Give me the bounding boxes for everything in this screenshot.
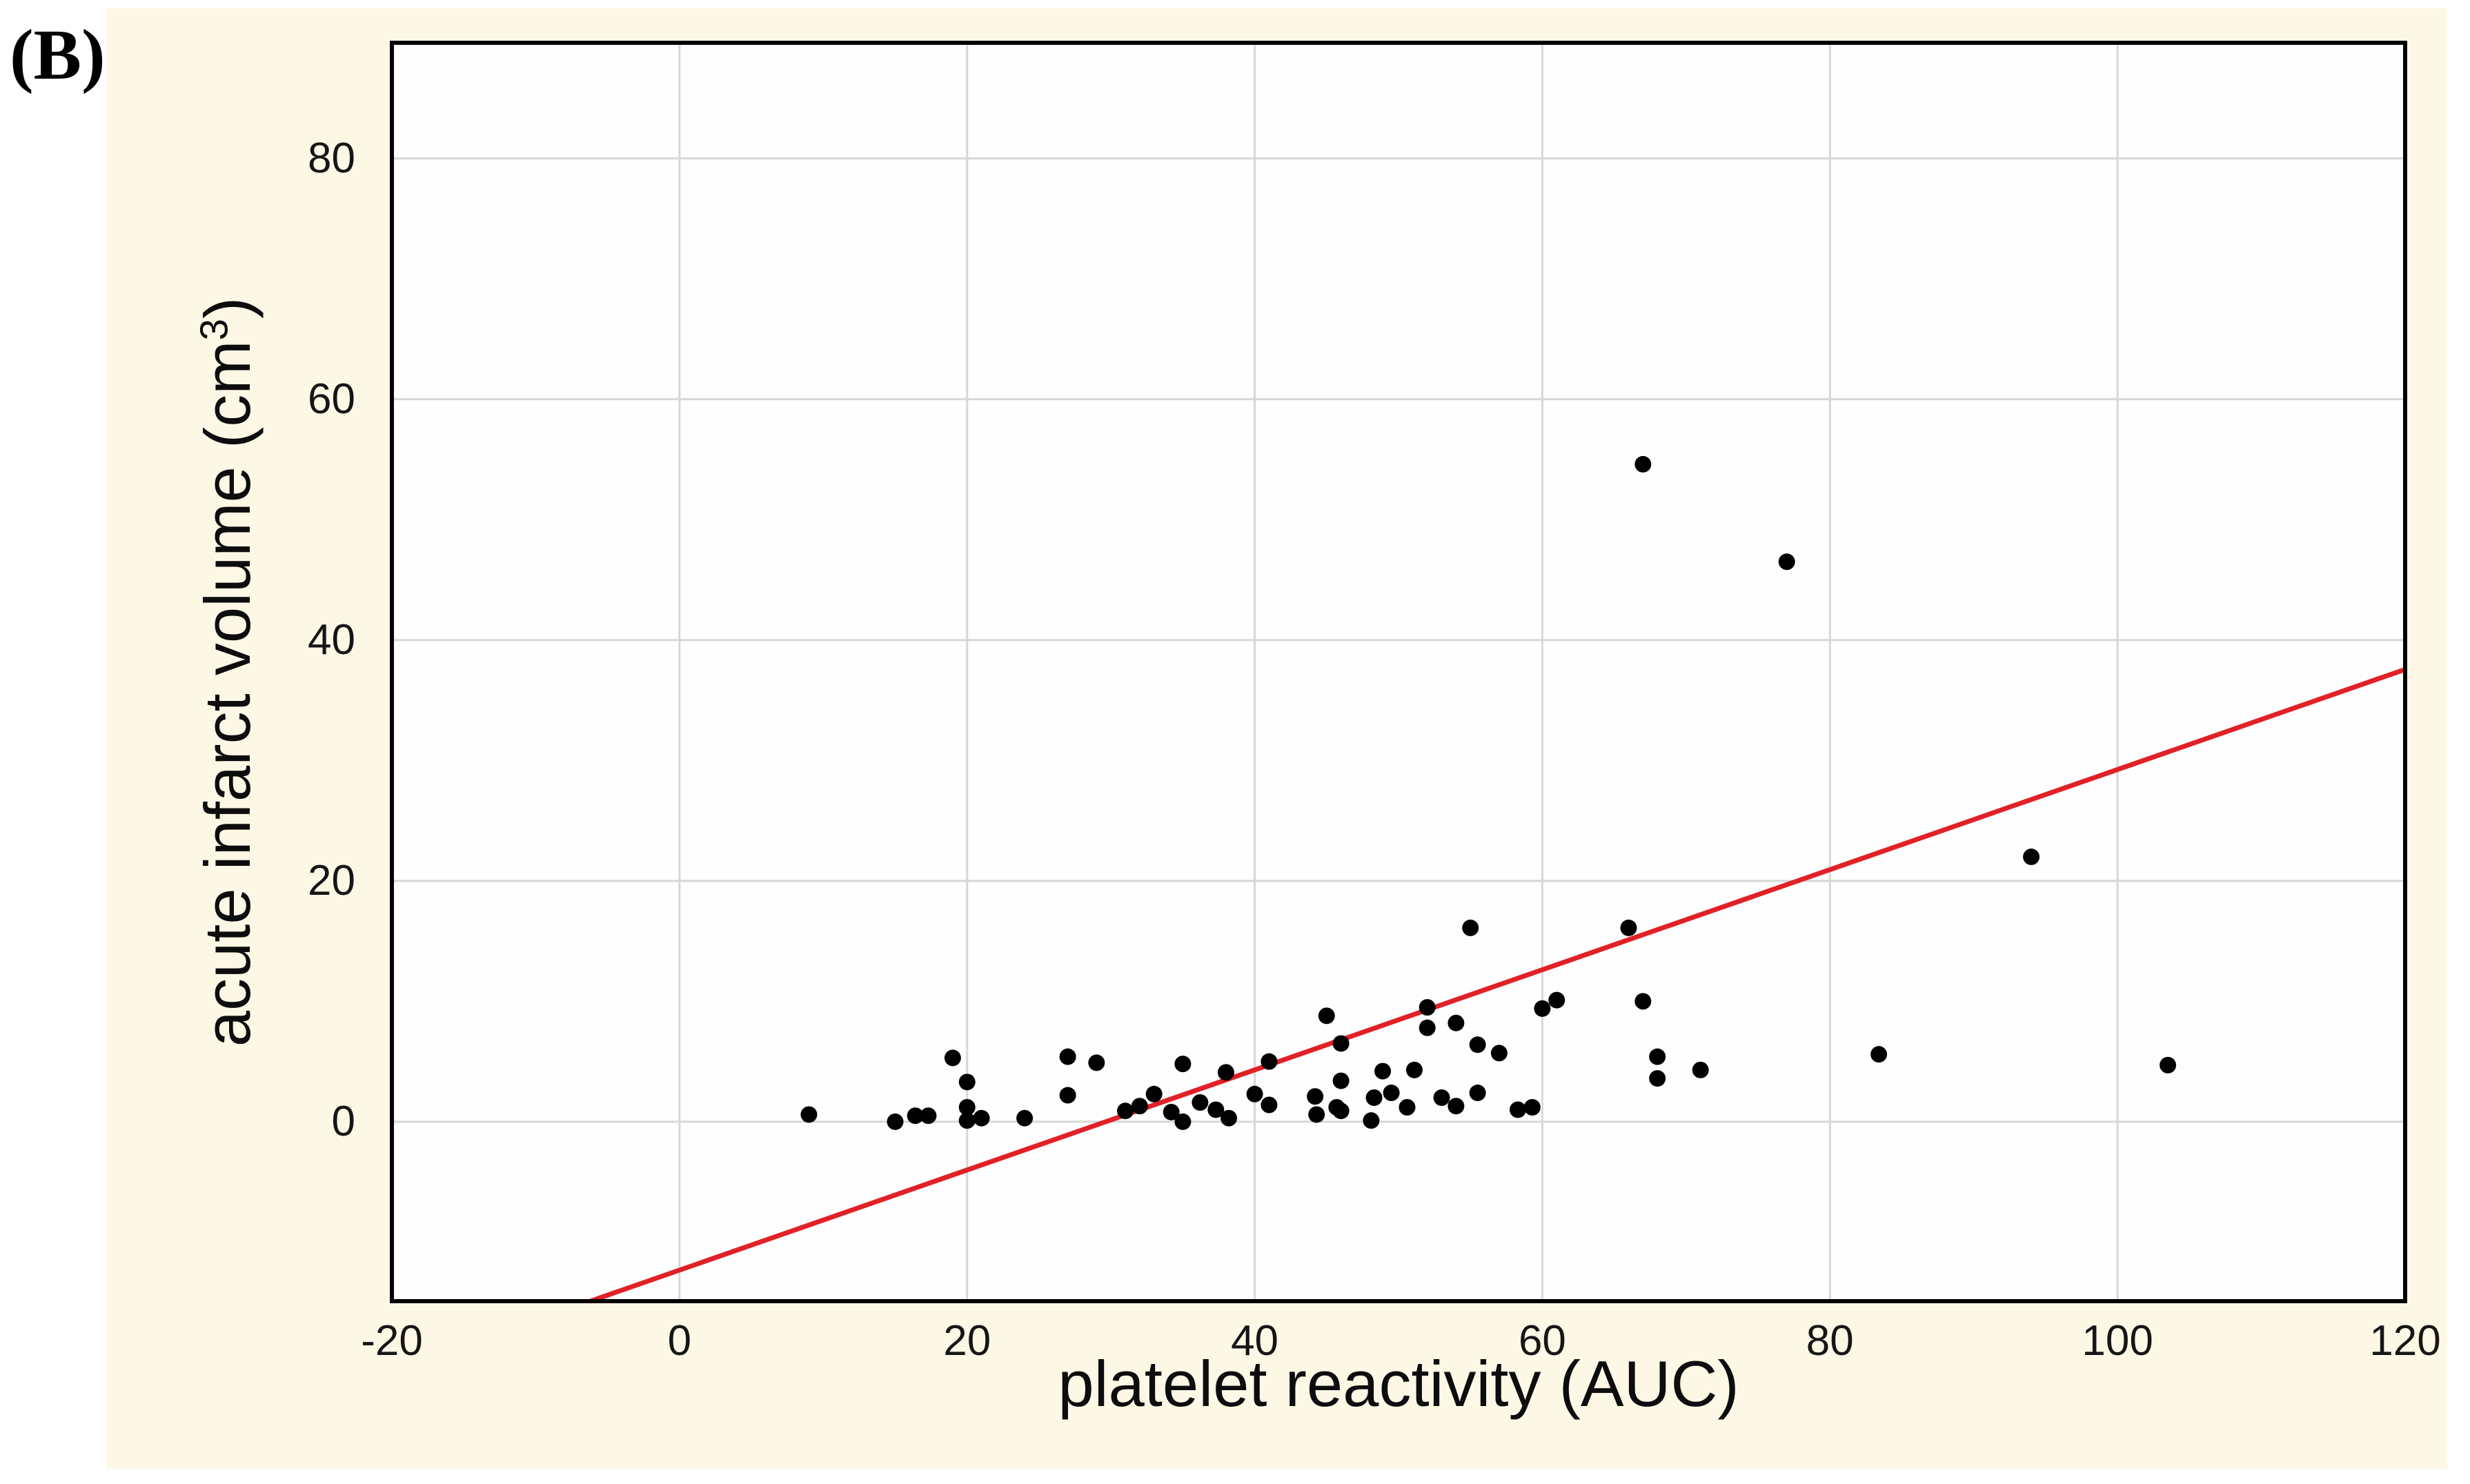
y-tick-label: 0 (331, 1097, 355, 1145)
scatter-point (1192, 1094, 1209, 1111)
figure-label: (B) (10, 15, 106, 95)
y-axis-title-suffix: ) (191, 297, 264, 319)
scatter-point (907, 1107, 924, 1125)
y-axis-title-text: acute infarct volume (cm (191, 340, 264, 1047)
x-tick-label: 0 (667, 1317, 692, 1365)
x-tick-label: 120 (2369, 1317, 2441, 1365)
scatter-point (887, 1113, 904, 1130)
scatter-point (1399, 1098, 1416, 1116)
scatter-point (1448, 1014, 1465, 1031)
scatter-point (1523, 1098, 1541, 1116)
scatter-point (1469, 1085, 1486, 1102)
scatter-point (958, 1074, 976, 1091)
scatter-point (1870, 1046, 1888, 1063)
x-tick-label: 80 (1806, 1317, 1854, 1365)
y-tick-label: 20 (308, 856, 355, 904)
scatter-point (1649, 1048, 1666, 1065)
scatter-point (1634, 455, 1652, 473)
scatter-point (958, 1098, 976, 1116)
scatter-point (1692, 1061, 1709, 1078)
scatter-point (1548, 991, 1565, 1009)
y-tick-label: 40 (308, 615, 355, 664)
scatter-point (1116, 1102, 1134, 1120)
scatter-point (1261, 1053, 1278, 1070)
scatter-point (1246, 1085, 1263, 1102)
x-axis-title: platelet reactivity (AUC) (1058, 1347, 1739, 1420)
scatter-point (1059, 1048, 1076, 1065)
y-axis-title-superscript: 3 (192, 319, 236, 341)
scatter-point (1405, 1061, 1423, 1078)
y-tick-label: 60 (308, 375, 355, 423)
scatter-point (1217, 1064, 1234, 1081)
regression-line (589, 666, 2407, 1304)
scatter-point (1221, 1109, 1238, 1127)
x-tick-label: 100 (2082, 1317, 2153, 1365)
scatter-point (1383, 1085, 1400, 1102)
scatter-point (1374, 1062, 1392, 1080)
scatter-point (1649, 1070, 1666, 1087)
scatter-point (1469, 1036, 1486, 1053)
scatter-point (1490, 1045, 1508, 1062)
scatter-point (973, 1109, 990, 1127)
scatter-point (1332, 1072, 1350, 1089)
scatter-point (2160, 1056, 2177, 1074)
scatter-point (920, 1107, 937, 1125)
scatter-point (1534, 1000, 1551, 1017)
scatter-point (1207, 1101, 1225, 1118)
scatter-point (1318, 1007, 1335, 1025)
scatter-point (2023, 848, 2040, 865)
scatter-point (1365, 1089, 1383, 1107)
scatter-point (1145, 1085, 1163, 1102)
scatter-point (1778, 553, 1795, 571)
scatter-point (1307, 1088, 1324, 1105)
scatter-point (1088, 1054, 1105, 1071)
x-tick-label: 40 (1231, 1317, 1279, 1365)
scatter-point (944, 1049, 961, 1067)
scatter-point (1363, 1112, 1380, 1129)
scatter-point (1308, 1106, 1325, 1123)
plot-frame (390, 41, 2407, 1303)
scatter-point (1016, 1109, 1034, 1127)
scatter-point (1462, 919, 1479, 936)
scatter-point (1419, 999, 1436, 1016)
scatter-point (1448, 1098, 1465, 1115)
plot-background (392, 43, 2405, 1301)
scatter-point (958, 1112, 976, 1129)
y-tick-label: 80 (308, 134, 355, 182)
scatter-point (1634, 993, 1652, 1010)
scatter-point (1433, 1089, 1450, 1107)
scatter-point (1332, 1102, 1350, 1120)
scatter-point (1509, 1101, 1526, 1118)
x-tick-label: 20 (943, 1317, 991, 1365)
scatter-point (1620, 919, 1637, 936)
scatter-point (1332, 1035, 1350, 1052)
scatter-point (1419, 1019, 1436, 1036)
scatter-point (1131, 1098, 1148, 1115)
scatter-point (1059, 1087, 1076, 1104)
scatter-point (800, 1106, 818, 1123)
scatter-point (1174, 1113, 1192, 1130)
y-axis-title: acute infarct volume (cm3) (190, 297, 265, 1047)
x-tick-label: 60 (1518, 1317, 1566, 1365)
scatter-point (1163, 1103, 1180, 1120)
x-tick-label: -20 (361, 1317, 423, 1365)
scatter-point (1261, 1096, 1278, 1114)
scatter-point (1174, 1056, 1192, 1073)
